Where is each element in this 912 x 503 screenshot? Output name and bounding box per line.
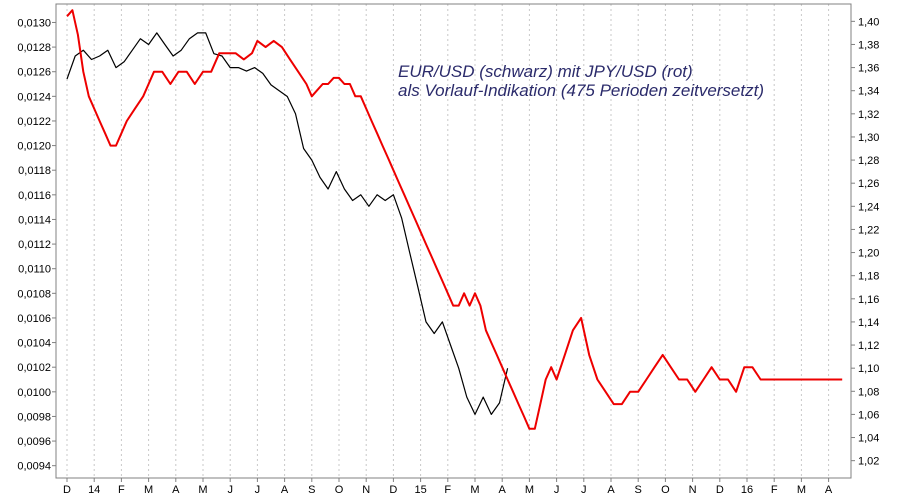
x-tick-label: A bbox=[499, 484, 507, 496]
x-tick-label: A bbox=[607, 484, 615, 496]
y-right-tick-label: 1,40 bbox=[858, 16, 879, 28]
x-tick-label: M bbox=[144, 484, 153, 496]
x-tick-label: 14 bbox=[88, 484, 100, 496]
x-tick-label: 15 bbox=[414, 484, 426, 496]
x-tick-label: M bbox=[198, 484, 207, 496]
y-left-tick-label: 0,0110 bbox=[18, 264, 51, 276]
x-tick-label: A bbox=[825, 484, 833, 496]
x-tick-label: D bbox=[389, 484, 397, 496]
plot-frame bbox=[55, 3, 852, 479]
y-right-tick-label: 1,14 bbox=[858, 317, 879, 329]
annotation: EUR/USD (schwarz) mit JPY/USD (rot) als … bbox=[398, 62, 764, 100]
x-tick-label: O bbox=[335, 484, 344, 496]
y-right-tick-label: 1,20 bbox=[858, 248, 879, 260]
y-left-tick-label: 0,0116 bbox=[18, 190, 51, 202]
y-left-tick-label: 0,0120 bbox=[17, 141, 51, 153]
x-tick-label: 16 bbox=[741, 484, 753, 496]
x-tick-label: S bbox=[308, 484, 315, 496]
y-right-tick-label: 1,08 bbox=[858, 386, 879, 398]
y-right-tick-label: 1,04 bbox=[858, 433, 879, 445]
y-left-tick-label: 0,0114 bbox=[18, 214, 51, 226]
y-right-tick-label: 1,36 bbox=[858, 63, 879, 75]
y-axis-left: 0,0094 0,0096 0,0098 0,0100 0,0102 0,0104 0,01… bbox=[17, 17, 56, 473]
series-layer bbox=[66, 9, 843, 430]
x-tick-label: J bbox=[227, 484, 233, 496]
x-tick-label: M bbox=[525, 484, 534, 496]
y-left-tick-label: 0,0098 bbox=[17, 411, 51, 423]
x-tick-label: O bbox=[661, 484, 670, 496]
y-left-tick-label: 0,0104 bbox=[17, 338, 51, 350]
x-axis: D 14 F M A M J J A S O N D 15 F M A M J J A S O N D 16 F M A bbox=[63, 478, 833, 496]
y-left-tick-label: 0,0122 bbox=[17, 116, 51, 128]
y-left-tick-label: 0,0126 bbox=[17, 67, 51, 79]
x-tick-label: A bbox=[281, 484, 289, 496]
y-right-tick-label: 1,24 bbox=[858, 201, 879, 213]
y-axis-right: 1,02 1,04 1,06 1,08 1,10 1,12 1,14 1,16 1,18 1,20… bbox=[851, 16, 879, 468]
x-tick-label: M bbox=[797, 484, 806, 496]
x-tick-label: F bbox=[118, 484, 125, 496]
jpyusd-series-line bbox=[66, 9, 843, 430]
y-right-tick-label: 1,06 bbox=[858, 409, 879, 421]
y-right-tick-label: 1,10 bbox=[858, 363, 879, 375]
x-tick-label: A bbox=[172, 484, 180, 496]
y-left-tick-label: 0,0096 bbox=[17, 436, 51, 448]
y-left-tick-label: 0,0094 bbox=[17, 461, 51, 473]
x-tick-label: D bbox=[716, 484, 724, 496]
y-left-tick-label: 0,0100 bbox=[17, 387, 51, 399]
y-right-tick-label: 1,28 bbox=[858, 155, 879, 167]
annotation-line-2: als Vorlauf-Indikation (475 Perioden zei… bbox=[398, 81, 764, 100]
y-right-tick-label: 1,22 bbox=[858, 224, 879, 236]
x-tick-label: M bbox=[470, 484, 479, 496]
x-tick-label: J bbox=[255, 484, 261, 496]
x-tick-label: N bbox=[689, 484, 697, 496]
y-right-tick-label: 1,16 bbox=[858, 294, 879, 306]
x-tick-label: D bbox=[63, 484, 71, 496]
y-right-tick-label: 1,38 bbox=[858, 39, 879, 51]
eurusd-series-line bbox=[66, 32, 509, 415]
y-right-tick-label: 1,34 bbox=[858, 86, 879, 98]
x-tick-label: J bbox=[581, 484, 587, 496]
y-left-tick-label: 0,0108 bbox=[17, 288, 51, 300]
x-tick-label: S bbox=[635, 484, 642, 496]
y-left-tick-label: 0,0112 bbox=[18, 239, 51, 251]
x-tick-label: F bbox=[771, 484, 778, 496]
y-right-tick-label: 1,32 bbox=[858, 109, 879, 121]
y-left-tick-label: 0,0130 bbox=[17, 17, 51, 29]
y-left-tick-label: 0,0118 bbox=[18, 165, 51, 177]
x-tick-label: J bbox=[554, 484, 560, 496]
y-left-tick-label: 0,0106 bbox=[17, 313, 51, 325]
y-right-tick-label: 1,18 bbox=[858, 271, 879, 283]
y-right-tick-label: 1,30 bbox=[858, 132, 879, 144]
y-right-tick-label: 1,26 bbox=[858, 178, 879, 190]
x-tick-label: F bbox=[444, 484, 451, 496]
y-left-tick-label: 0,0124 bbox=[17, 91, 51, 103]
y-left-tick-label: 0,0128 bbox=[17, 42, 51, 54]
y-right-tick-label: 1,02 bbox=[858, 456, 879, 468]
y-left-tick-label: 0,0102 bbox=[17, 362, 51, 374]
x-tick-label: N bbox=[362, 484, 370, 496]
annotation-line-1: EUR/USD (schwarz) mit JPY/USD (rot) bbox=[398, 62, 693, 81]
y-right-tick-label: 1,12 bbox=[858, 340, 879, 352]
